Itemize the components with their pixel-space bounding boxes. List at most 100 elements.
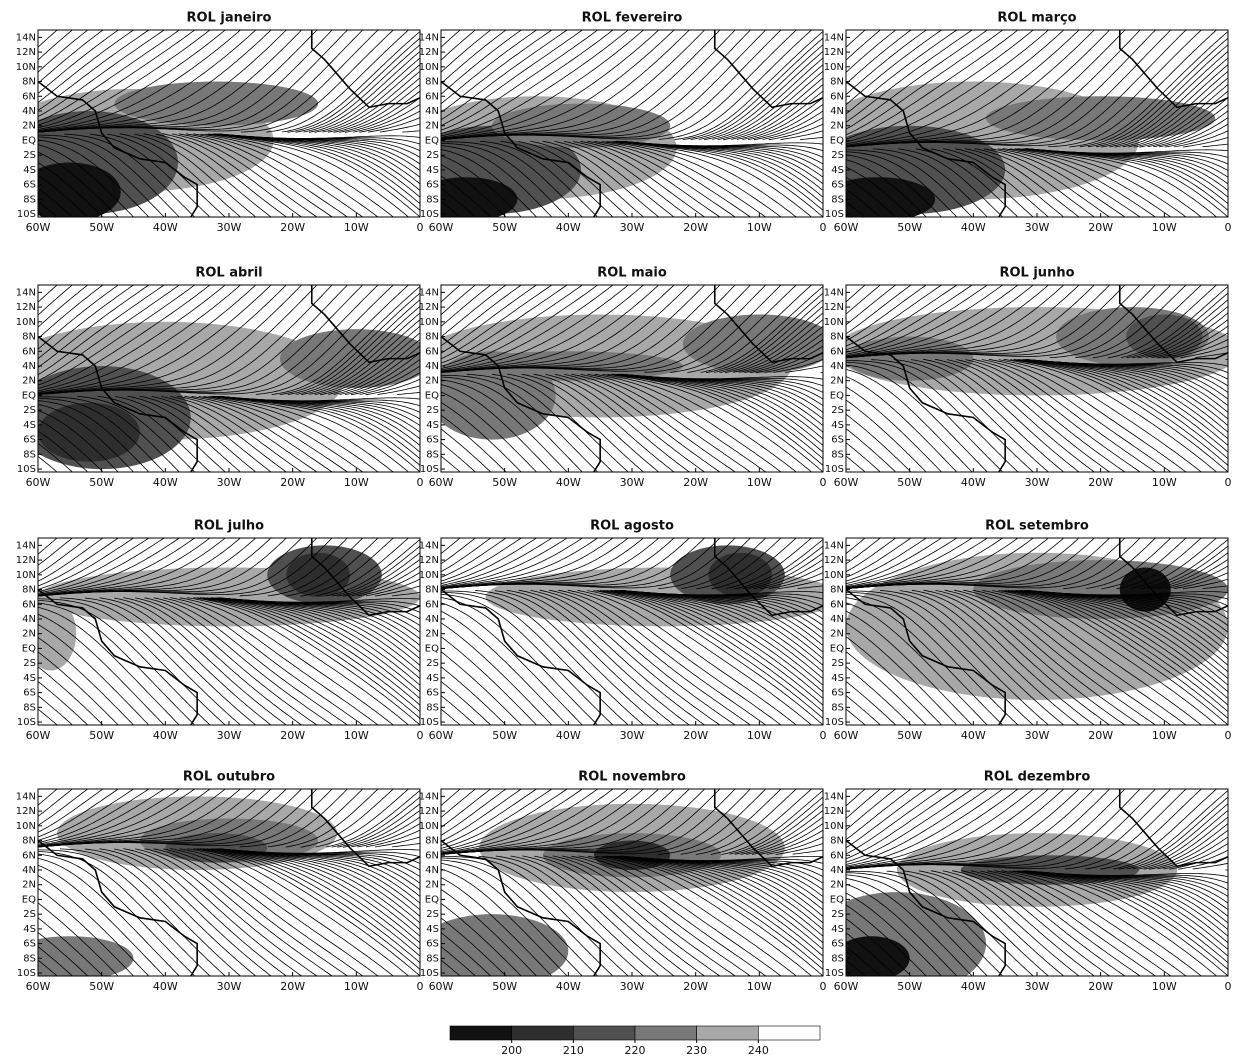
streamline <box>846 285 896 326</box>
x-tick-label: 40W <box>961 980 986 993</box>
y-tick-label: EQ <box>830 135 844 146</box>
streamline <box>59 848 241 976</box>
streamline <box>379 123 420 133</box>
streamline <box>1100 789 1217 870</box>
x-tick-label: 30W <box>620 221 645 234</box>
streamline <box>1027 359 1228 367</box>
streamline <box>441 30 644 138</box>
streamline <box>38 789 165 845</box>
streamline <box>930 870 1080 976</box>
streamline <box>114 848 287 976</box>
streamline <box>736 90 823 140</box>
streamline <box>441 30 598 131</box>
y-tick-label: 12N <box>16 302 36 313</box>
streamline <box>38 789 88 826</box>
y-tick-label: 10N <box>419 821 439 832</box>
streamline <box>239 538 348 597</box>
streamline <box>846 538 866 555</box>
streamline <box>846 442 881 472</box>
y-tick-label: 4N <box>830 106 844 117</box>
streamline <box>200 133 379 217</box>
streamline <box>766 836 823 855</box>
coastline <box>713 789 823 868</box>
streamline <box>441 30 507 85</box>
streamline <box>300 789 394 848</box>
streamline <box>710 789 812 855</box>
streamline <box>1021 870 1228 950</box>
y-tick-label: 8N <box>22 77 36 88</box>
streamline <box>441 789 553 849</box>
streamline <box>1027 870 1228 877</box>
streamline <box>846 591 1034 725</box>
streamline <box>846 666 912 725</box>
streamline <box>846 946 881 976</box>
streamline <box>1092 285 1202 359</box>
x-tick-label: 50W <box>492 729 517 742</box>
y-tick-label: 2S <box>831 658 844 669</box>
streamline <box>601 141 766 217</box>
streamline <box>123 597 302 725</box>
colorbar-label: 220 <box>625 1044 646 1057</box>
streamline <box>705 292 823 374</box>
streamline <box>1122 77 1228 148</box>
streamline <box>281 31 420 133</box>
streamline <box>848 789 1171 870</box>
y-tick-label: 6N <box>425 91 439 102</box>
streamline <box>218 396 420 402</box>
streamline <box>38 666 104 725</box>
streamline <box>846 538 881 565</box>
streamline <box>153 848 348 976</box>
coastline <box>713 285 823 364</box>
streamline <box>143 133 272 217</box>
streamline <box>846 538 1019 589</box>
streamline <box>199 848 420 964</box>
map-panel: 60W 50W 40W 30W 20W 10W 0 14N 12N 10N 8N 6N 4N 2N EQ 2S… <box>16 29 424 234</box>
streamline <box>669 285 797 373</box>
streamline <box>333 84 420 133</box>
streamline <box>365 378 420 396</box>
streamline <box>846 789 912 841</box>
x-tick-label: 50W <box>897 729 922 742</box>
streamline <box>1202 585 1228 589</box>
streamline <box>606 590 823 699</box>
streamline <box>99 848 272 976</box>
streamline <box>155 133 287 217</box>
x-tick-label: 0 <box>820 980 827 993</box>
coastline <box>1118 789 1228 868</box>
streamline <box>339 90 420 133</box>
olr-shading <box>38 596 77 671</box>
streamline <box>571 855 766 976</box>
x-tick-label: 60W <box>429 980 454 993</box>
x-tick-label: 10W <box>1152 729 1177 742</box>
streamline <box>1015 590 1228 686</box>
y-tick-label: 6N <box>830 850 844 861</box>
streamline <box>38 30 195 126</box>
streamline <box>593 590 823 725</box>
streamline <box>846 538 1003 589</box>
streamline <box>38 538 88 575</box>
streamline <box>846 30 927 96</box>
streamline <box>38 285 302 395</box>
streamline <box>1171 339 1228 358</box>
y-tick-label: 14N <box>16 540 36 551</box>
y-tick-label: 4S <box>23 924 36 935</box>
streamline <box>777 578 823 590</box>
y-tick-label: 2N <box>830 629 844 640</box>
streamline <box>1016 870 1228 970</box>
streamline <box>38 187 73 217</box>
streamline <box>990 148 1126 217</box>
streamline <box>441 285 675 373</box>
streamline <box>38 636 134 725</box>
streamline <box>38 538 150 592</box>
y-tick-label: EQ <box>22 135 36 146</box>
streamline <box>603 590 823 706</box>
streamline <box>203 396 379 472</box>
streamline <box>441 695 476 725</box>
streamline <box>1020 870 1228 957</box>
streamline <box>331 545 420 597</box>
streamline <box>205 133 394 217</box>
olr-shading <box>846 936 910 976</box>
streamline <box>846 166 912 217</box>
streamline <box>441 538 522 582</box>
streamline <box>768 123 823 141</box>
